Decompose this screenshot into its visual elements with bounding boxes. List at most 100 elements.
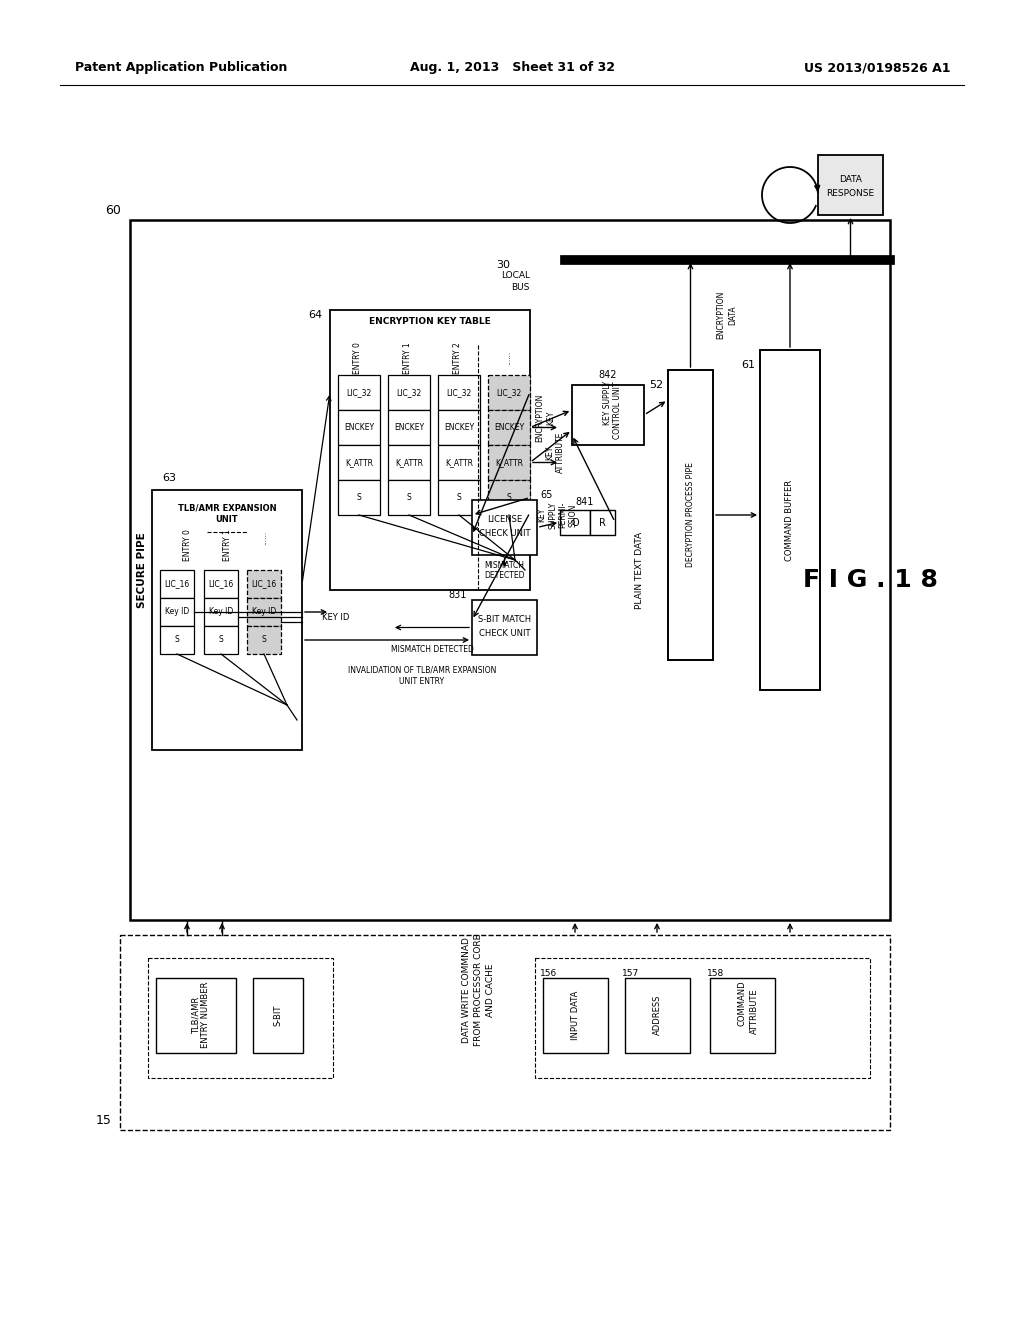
Bar <box>668 370 713 660</box>
Text: BUS: BUS <box>512 284 530 293</box>
Text: DATA: DATA <box>728 305 737 325</box>
Text: LIC_32: LIC_32 <box>346 388 372 397</box>
Text: 61: 61 <box>741 360 755 370</box>
Text: KEY: KEY <box>546 411 555 425</box>
Text: TLB/AMR EXPANSION: TLB/AMR EXPANSION <box>178 503 276 512</box>
Bar <box>472 500 537 554</box>
Text: ADDRESS: ADDRESS <box>652 995 662 1035</box>
Text: RESPONSE: RESPONSE <box>826 189 874 198</box>
Bar <box>338 445 380 480</box>
Text: SECURE PIPE: SECURE PIPE <box>137 532 147 609</box>
Text: 52: 52 <box>649 380 663 389</box>
Text: S: S <box>407 492 412 502</box>
Text: 63: 63 <box>162 473 176 483</box>
Text: ENTRY 0: ENTRY 0 <box>353 342 362 374</box>
Bar <box>247 570 281 598</box>
Text: K_ATTR: K_ATTR <box>445 458 473 467</box>
Bar <box>204 626 238 653</box>
Text: O: O <box>571 517 579 528</box>
Text: US 2013/0198526 A1: US 2013/0198526 A1 <box>804 62 950 74</box>
Text: ATTRIBUTE: ATTRIBUTE <box>750 989 759 1034</box>
Bar <box>388 375 430 411</box>
Bar <box>438 445 480 480</box>
Bar <box>148 958 333 1078</box>
Bar <box>152 490 302 750</box>
Bar <box>247 626 281 653</box>
Text: LIC_16: LIC_16 <box>251 579 276 589</box>
Bar <box>818 154 883 215</box>
Bar <box>156 978 236 1053</box>
Text: LIC_32: LIC_32 <box>396 388 422 397</box>
Text: ATTRIBUTE: ATTRIBUTE <box>556 432 565 473</box>
Text: DECRYPTION PROCESS PIPE: DECRYPTION PROCESS PIPE <box>686 462 695 568</box>
Text: 841: 841 <box>575 498 594 507</box>
Text: COMMAND: COMMAND <box>737 981 746 1026</box>
Text: LIC_16: LIC_16 <box>165 579 189 589</box>
Text: F I G . 1 8: F I G . 1 8 <box>803 568 937 591</box>
Text: COMMAND BUFFER: COMMAND BUFFER <box>785 479 795 561</box>
Text: CHECK UNIT: CHECK UNIT <box>479 528 530 537</box>
Text: Key ID: Key ID <box>252 607 276 616</box>
Text: ENTRY 2: ENTRY 2 <box>454 342 463 374</box>
Bar <box>438 480 480 515</box>
Text: K_ATTR: K_ATTR <box>495 458 523 467</box>
Text: FROM PROCESSOR CORE: FROM PROCESSOR CORE <box>474 933 483 1047</box>
Text: K_ATTR: K_ATTR <box>395 458 423 467</box>
Text: ......: ...... <box>259 531 268 545</box>
Text: Patent Application Publication: Patent Application Publication <box>75 62 288 74</box>
Bar <box>488 480 530 515</box>
Bar <box>590 510 615 535</box>
Text: ENCKEY: ENCKEY <box>444 422 474 432</box>
Text: LICENSE: LICENSE <box>487 516 522 524</box>
Bar <box>204 598 238 626</box>
Bar <box>488 445 530 480</box>
Bar <box>338 411 380 445</box>
Text: UNIT ENTRY: UNIT ENTRY <box>399 677 444 686</box>
Text: ENTRY NUMBER: ENTRY NUMBER <box>202 982 211 1048</box>
Bar <box>253 978 303 1053</box>
Text: DATA WRITE COMMNAD: DATA WRITE COMMNAD <box>462 937 471 1043</box>
Text: 60: 60 <box>105 203 121 216</box>
Text: INPUT DATA: INPUT DATA <box>570 990 580 1040</box>
Bar <box>760 350 820 690</box>
Text: Key ID: Key ID <box>209 607 233 616</box>
Bar <box>338 375 380 411</box>
Text: S-BIT: S-BIT <box>273 1005 283 1026</box>
Bar <box>625 978 690 1053</box>
Bar <box>338 480 380 515</box>
Text: S: S <box>261 635 266 644</box>
Text: ENTRY 1: ENTRY 1 <box>222 529 231 561</box>
Text: KEY: KEY <box>545 445 554 459</box>
Text: ENCRYPTION: ENCRYPTION <box>535 393 544 442</box>
Text: S: S <box>457 492 462 502</box>
Text: LIC_16: LIC_16 <box>208 579 233 589</box>
Text: ENCRYPTION KEY TABLE: ENCRYPTION KEY TABLE <box>369 318 490 326</box>
Bar <box>130 220 890 920</box>
Text: LIC_32: LIC_32 <box>446 388 472 397</box>
Text: 65: 65 <box>540 490 552 500</box>
Text: ENCRYPTION: ENCRYPTION <box>717 290 725 339</box>
Text: 831: 831 <box>449 590 467 601</box>
Text: PERMI-: PERMI- <box>558 502 567 528</box>
Text: AND CACHE: AND CACHE <box>486 964 495 1016</box>
Bar <box>488 411 530 445</box>
Bar <box>543 978 608 1053</box>
Text: R: R <box>599 517 605 528</box>
Text: Aug. 1, 2013   Sheet 31 of 32: Aug. 1, 2013 Sheet 31 of 32 <box>410 62 614 74</box>
Text: S: S <box>219 635 223 644</box>
Text: UNIT: UNIT <box>216 516 239 524</box>
Bar <box>572 385 644 445</box>
Text: S-BIT MATCH: S-BIT MATCH <box>478 615 531 624</box>
Bar <box>560 510 590 535</box>
Text: SSION: SSION <box>568 503 578 527</box>
Bar <box>388 480 430 515</box>
Bar <box>438 411 480 445</box>
Bar <box>388 445 430 480</box>
Text: Key ID: Key ID <box>165 607 189 616</box>
Text: 842: 842 <box>599 370 617 380</box>
Bar <box>204 570 238 598</box>
Text: DATA: DATA <box>839 176 862 185</box>
Text: K_ATTR: K_ATTR <box>345 458 373 467</box>
Text: CONTROL UNIT: CONTROL UNIT <box>613 381 623 438</box>
Bar <box>120 935 890 1130</box>
